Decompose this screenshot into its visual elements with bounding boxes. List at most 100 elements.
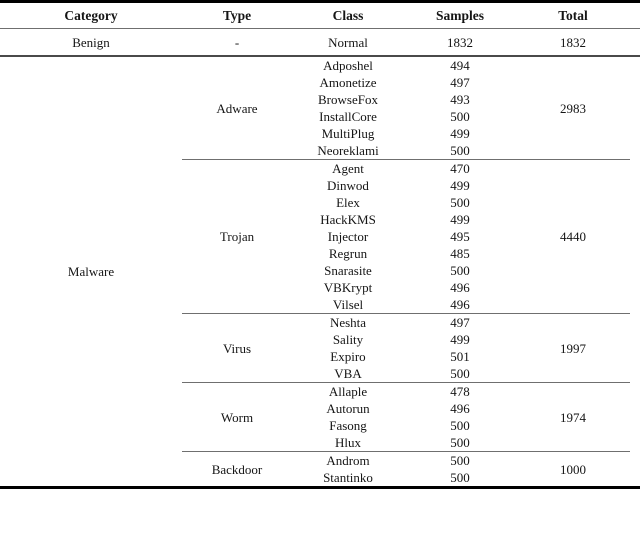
samples-cell: 501 <box>450 349 470 364</box>
class-cell: Snarasite <box>324 263 372 278</box>
class-cell: Neoreklami <box>317 143 379 158</box>
samples-cell: 499 <box>450 126 470 141</box>
class-cell: Elex <box>336 195 360 210</box>
class-cell: VBA <box>334 366 362 381</box>
malware-row: Amonetize 497 <box>0 74 640 91</box>
total-cell: 1000 <box>516 451 630 488</box>
samples-cell: 500 <box>450 435 470 450</box>
type-cell: Backdoor <box>182 451 292 488</box>
samples-cell: 500 <box>450 366 470 381</box>
benign-row: Benign - Normal 1832 1832 <box>0 28 640 57</box>
malware-row: Regrun 485 <box>0 245 640 262</box>
class-cell: Fasong <box>329 418 367 433</box>
total-cell: 2983 <box>560 100 586 116</box>
col-header-total: Total <box>516 1 630 29</box>
malware-body: Malware Adware Adposhel 494 2983 Amonetize 497… <box>0 56 640 488</box>
samples-cell: 497 <box>404 313 516 331</box>
samples-cell: 495 <box>450 229 470 244</box>
class-cell: Agent <box>292 159 404 177</box>
col-header-type: Type <box>182 1 292 29</box>
malware-row: Elex 500 <box>0 194 640 211</box>
malware-row: Neoreklami 500 <box>0 142 640 160</box>
malware-row: Malware Adware Adposhel 494 2983 <box>0 56 640 279</box>
benign-type-cell: - <box>182 28 292 57</box>
malware-row: BrowseFox 493 <box>0 91 640 108</box>
malware-row: VBKrypt 496 <box>0 279 640 296</box>
class-cell: Expiro <box>330 349 366 364</box>
samples-cell: 500 <box>450 470 470 485</box>
malware-row: Backdoor Androm 500 1000 <box>0 451 640 488</box>
malware-row: Virus Neshta 497 1997 <box>0 313 640 383</box>
samples-cell: 500 <box>450 143 470 158</box>
malware-row: InstallCore 500 <box>0 108 640 125</box>
class-cell: MultiPlug <box>321 126 375 141</box>
class-cell: Vilsel <box>332 297 364 312</box>
samples-cell: 499 <box>450 212 470 227</box>
type-cell: Trojan <box>182 159 292 314</box>
class-cell: Dinwod <box>327 178 369 193</box>
samples-cell: 470 <box>404 159 516 177</box>
samples-cell: 496 <box>450 297 470 312</box>
col-header-samples: Samples <box>404 1 516 29</box>
samples-cell: 500 <box>450 263 470 278</box>
class-cell: Sality <box>332 332 364 347</box>
total-cell: 4440 <box>516 159 630 314</box>
class-cell: Amonetize <box>319 75 377 90</box>
malware-row: Expiro 501 <box>0 348 640 365</box>
class-cell: Regrun <box>328 246 368 261</box>
malware-row: Vilsel 496 <box>0 296 640 314</box>
class-cell: BrowseFox <box>318 92 378 107</box>
col-header-category: Category <box>0 1 182 29</box>
benign-samples-cell: 1832 <box>404 28 516 57</box>
class-cell: InstallCore <box>319 109 377 124</box>
class-cell: Stantinko <box>323 470 373 485</box>
total-cell: 1997 <box>516 313 630 383</box>
malware-row: Worm Allaple 478 1974 <box>0 382 640 452</box>
samples-cell: 485 <box>450 246 470 261</box>
header-row: Category Type Class Samples Total <box>0 1 640 29</box>
col-header-class: Class <box>292 1 404 29</box>
class-cell: Adposhel <box>323 58 373 73</box>
malware-dataset-table: Category Type Class Samples Total Benign… <box>0 0 640 489</box>
samples-cell: 500 <box>450 418 470 433</box>
malware-category-cell: Malware <box>67 264 115 279</box>
class-cell: Neshta <box>292 313 404 331</box>
type-cell: Adware <box>216 100 258 116</box>
benign-class-cell: Normal <box>292 28 404 57</box>
malware-row: Dinwod 499 <box>0 177 640 194</box>
samples-cell: 494 <box>450 58 470 73</box>
samples-cell: 500 <box>404 451 516 469</box>
malware-row: MultiPlug 499 <box>0 125 640 142</box>
class-cell: HackKMS <box>320 212 376 227</box>
type-cell: Worm <box>182 382 292 452</box>
benign-total-cell: 1832 <box>516 28 630 57</box>
samples-cell: 478 <box>404 382 516 400</box>
malware-row: Stantinko 500 <box>0 469 640 488</box>
malware-row: VBA 500 <box>0 365 640 383</box>
total-cell: 1974 <box>516 382 630 452</box>
malware-row: Autorun 496 <box>0 400 640 417</box>
malware-row: Injector 495 <box>0 228 640 245</box>
samples-cell: 497 <box>450 75 470 90</box>
malware-row: Trojan Agent 470 4440 <box>0 159 640 314</box>
samples-cell: 496 <box>450 280 470 295</box>
class-cell: Androm <box>292 451 404 469</box>
type-cell: Virus <box>182 313 292 383</box>
class-cell: Injector <box>327 229 369 244</box>
benign-category-cell: Benign <box>0 28 182 57</box>
malware-row: Sality 499 <box>0 331 640 348</box>
samples-cell: 496 <box>450 401 470 416</box>
malware-row: HackKMS 499 <box>0 211 640 228</box>
samples-cell: 499 <box>450 332 470 347</box>
samples-cell: 500 <box>450 109 470 124</box>
malware-row: Fasong 500 <box>0 417 640 434</box>
samples-cell: 499 <box>450 178 470 193</box>
filler-cell <box>630 28 640 57</box>
filler-cell <box>630 1 640 29</box>
samples-cell: 493 <box>450 92 470 107</box>
samples-cell: 500 <box>450 195 470 210</box>
class-cell: Allaple <box>292 382 404 400</box>
class-cell: Autorun <box>326 401 370 416</box>
class-cell: VBKrypt <box>323 280 373 295</box>
